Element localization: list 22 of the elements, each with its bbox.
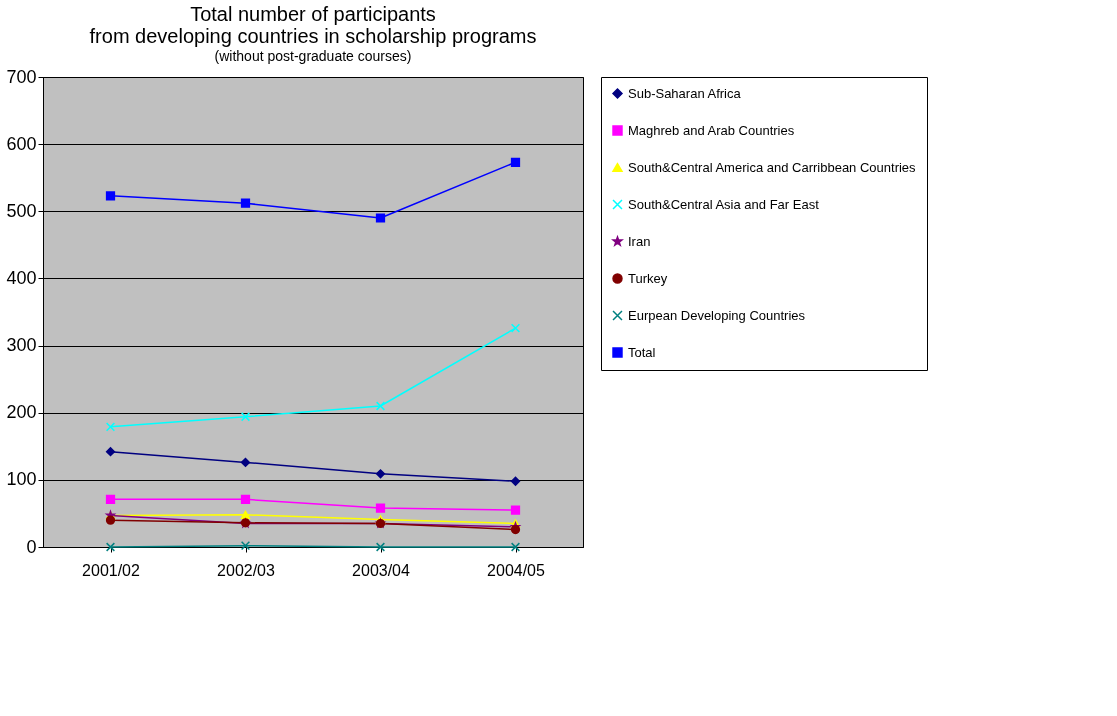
legend-label: Maghreb and Arab Countries (628, 122, 795, 138)
legend-label: Sub-Saharan Africa (628, 85, 742, 101)
chart-title: Total number of participants from developing countries in scholarship programs (89, 3, 537, 47)
y-tick-label: 100 (6, 469, 37, 490)
legend-label: Turkey (628, 270, 668, 286)
y-tick-label: 200 (6, 402, 37, 423)
legend-label: South&Central America and Carribbean Countries (628, 159, 917, 175)
x-tick-label: 2004/05 (487, 561, 546, 579)
x-tick-label: 2002/03 (217, 561, 276, 579)
x-tick-label: 2003/04 (352, 561, 411, 579)
y-tick-label: 600 (6, 133, 37, 154)
chart-subtitle: (without post-graduate courses) (214, 48, 412, 64)
legend-label: Total (628, 344, 656, 360)
y-tick-label: 500 (6, 200, 37, 221)
y-tick-label: 0 (26, 536, 37, 557)
legend-label: Eurpean Developing Countries (628, 307, 806, 323)
y-tick-label: 400 (6, 267, 37, 288)
y-tick-label: 700 (6, 66, 37, 87)
y-tick-label: 300 (6, 335, 37, 356)
legend-label: South&Central Asia and Far East (628, 196, 820, 212)
legend-label: Iran (628, 233, 651, 249)
x-tick-label: 2001/02 (82, 561, 141, 579)
